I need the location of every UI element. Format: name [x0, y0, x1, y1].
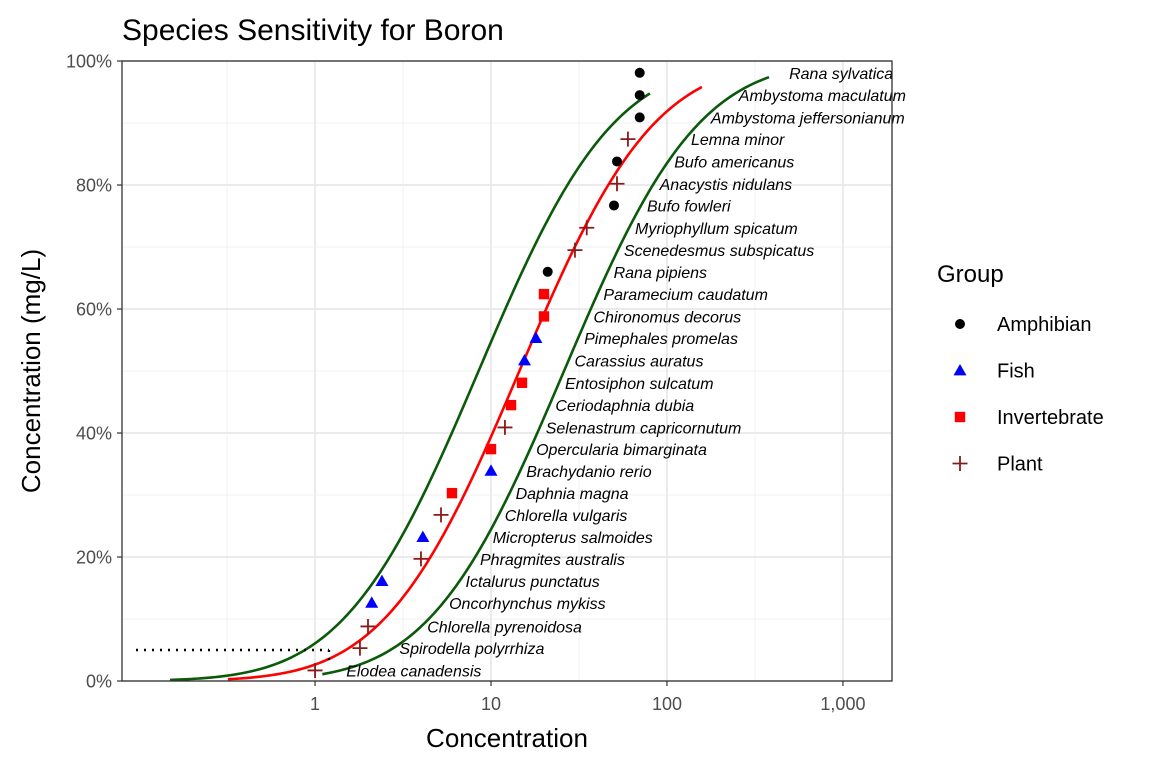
reference-line-group: [136, 648, 331, 664]
point-plant: [567, 242, 583, 258]
species-label: Elodea canadensis: [346, 664, 481, 681]
point-invertebrate: [538, 288, 550, 300]
species-label: Opercularia bimarginata: [536, 442, 707, 459]
x-tick-label: 100: [652, 694, 682, 714]
y-axis-ticks: 0% 20% 40% 60% 80% 100%: [66, 52, 122, 692]
fit-curves: [169, 75, 770, 682]
species-label: Spirodella polyrrhiza: [399, 641, 544, 658]
species-label: Bufo americanus: [674, 154, 794, 171]
y-tick-label: 60%: [76, 300, 112, 320]
point-amphibian: [611, 156, 622, 167]
species-label: Myriophyllum spicatum: [635, 221, 798, 238]
point-plant: [579, 220, 595, 236]
species-label: Oncorhynchus mykiss: [449, 596, 605, 613]
x-tick-label: 1: [310, 694, 320, 714]
species-label: Lemna minor: [691, 132, 785, 149]
species-label: Micropterus salmoides: [493, 530, 653, 547]
y-tick-label: 40%: [76, 424, 112, 444]
point-invertebrate: [516, 377, 528, 388]
legend-label-plant: Plant: [997, 454, 1043, 476]
point-invertebrate: [505, 399, 517, 411]
upper-confidence-curve: [169, 92, 651, 682]
y-tick-label: 20%: [76, 548, 112, 568]
point-invertebrate: [485, 443, 497, 455]
species-label: Anacystis nidulans: [659, 177, 793, 194]
legend-label-invertebrate: Invertebrate: [997, 407, 1104, 429]
y-tick-label: 0%: [86, 672, 112, 692]
species-label: Chlorella vulgaris: [505, 508, 628, 525]
data-points: [307, 67, 645, 678]
legend-key-plant: [952, 456, 968, 471]
point-fish: [529, 331, 543, 344]
x-tick-label: 10: [481, 694, 501, 714]
point-invertebrate: [446, 487, 458, 499]
species-label: Entosiphon sulcatum: [565, 376, 714, 393]
point-fish: [365, 596, 379, 608]
species-label: Rana pipiens: [614, 265, 707, 282]
point-invertebrate: [538, 311, 550, 322]
point-plant: [497, 419, 513, 435]
point-plant: [352, 640, 368, 656]
species-label: Bufo fowleri: [647, 199, 731, 216]
point-amphibian: [634, 112, 645, 123]
x-axis-ticks: 1 10 100 1,000: [310, 681, 865, 714]
species-label: Chlorella pyrenoidosa: [427, 619, 582, 636]
point-plant: [433, 507, 449, 523]
species-label: Ambystoma jeffersonianum: [710, 110, 905, 127]
species-label: Scenedesmus subspicatus: [624, 243, 814, 260]
point-amphibian: [609, 200, 620, 211]
species-label: Pimephales promelas: [584, 331, 738, 348]
species-label: Paramecium caudatum: [603, 287, 768, 304]
legend-label-fish: Fish: [997, 361, 1035, 383]
point-plant: [360, 618, 376, 634]
species-label: Brachydanio rerio: [526, 464, 652, 481]
legend: Group Amphibian Fish Invertebrate Plant: [937, 261, 1104, 476]
y-axis-title: Concentration (mg/L): [16, 249, 46, 493]
point-amphibian: [634, 67, 645, 78]
legend-key-invertebrate: [954, 411, 966, 423]
lower-confidence-curve: [322, 75, 770, 676]
point-fish: [484, 464, 498, 476]
point-plant: [620, 131, 636, 147]
legend-title: Group: [937, 261, 1004, 288]
species-label: Ceriodaphnia dubia: [555, 398, 694, 415]
y-tick-label: 100%: [66, 52, 112, 72]
species-label: Ictalurus punctatus: [466, 574, 600, 591]
species-label: Rana sylvatica: [789, 66, 893, 83]
species-label: Phragmites australis: [480, 552, 625, 569]
point-amphibian: [542, 266, 553, 277]
point-plant: [307, 662, 323, 678]
species-label: Chironomus decorus: [594, 309, 742, 326]
species-label: Carassius auratus: [575, 354, 704, 371]
x-axis-title: Concentration: [426, 723, 588, 753]
point-fish: [416, 530, 430, 543]
plot-border: [121, 60, 893, 682]
species-labels: Elodea canadensis Spirodella polyrrhiza Ch…: [346, 66, 906, 681]
point-fish: [375, 574, 389, 587]
species-label: Selenastrum capricornutum: [546, 420, 742, 437]
legend-key-amphibian: [955, 319, 965, 329]
fitted-ssd-curve: [227, 85, 703, 681]
x-tick-label: 1,000: [820, 694, 865, 714]
y-tick-label: 80%: [76, 176, 112, 196]
legend-key-fish: [953, 364, 967, 376]
panel-border-rect: [121, 60, 893, 682]
point-amphibian: [634, 90, 645, 101]
species-label: Ambystoma maculatum: [738, 88, 906, 105]
point-plant: [609, 176, 625, 192]
point-fish: [517, 353, 531, 366]
chart-title: Species Sensitivity for Boron: [122, 14, 504, 47]
legend-label-amphibian: Amphibian: [997, 314, 1092, 336]
point-plant: [413, 551, 429, 567]
species-label: Daphnia magna: [516, 486, 629, 503]
